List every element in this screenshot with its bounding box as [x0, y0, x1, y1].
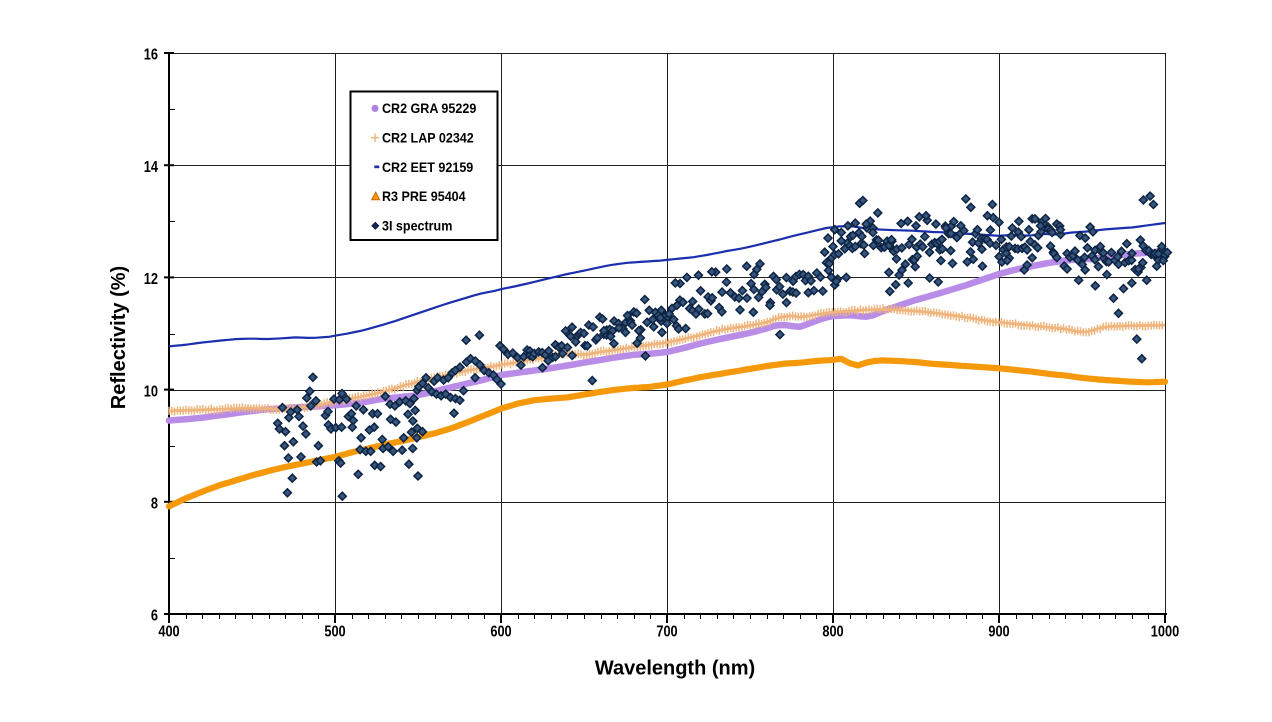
svg-text:900: 900 [988, 623, 1009, 641]
svg-text:14: 14 [144, 159, 158, 177]
svg-text:1000: 1000 [1151, 623, 1179, 641]
svg-text:3I spectrum: 3I spectrum [382, 218, 452, 234]
svg-text:700: 700 [656, 623, 677, 641]
svg-text:CR2 GRA 95229: CR2 GRA 95229 [382, 101, 476, 117]
svg-text:Reflectivity (%): Reflectivity (%) [108, 266, 130, 409]
svg-text:800: 800 [822, 623, 843, 641]
svg-text:12: 12 [144, 271, 158, 289]
svg-text:6: 6 [151, 607, 158, 625]
svg-text:R3 PRE 95404: R3 PRE 95404 [382, 189, 466, 205]
svg-text:600: 600 [490, 623, 511, 641]
svg-text:500: 500 [324, 623, 345, 641]
svg-text:16: 16 [144, 46, 158, 64]
svg-text:Wavelength (nm): Wavelength (nm) [595, 658, 755, 680]
svg-text:400: 400 [158, 623, 179, 641]
svg-text:CR2 LAP 02342: CR2 LAP 02342 [382, 130, 474, 146]
svg-text:8: 8 [151, 495, 158, 513]
svg-text:CR2 EET 92159: CR2 EET 92159 [382, 159, 473, 175]
svg-text:10: 10 [144, 383, 158, 401]
